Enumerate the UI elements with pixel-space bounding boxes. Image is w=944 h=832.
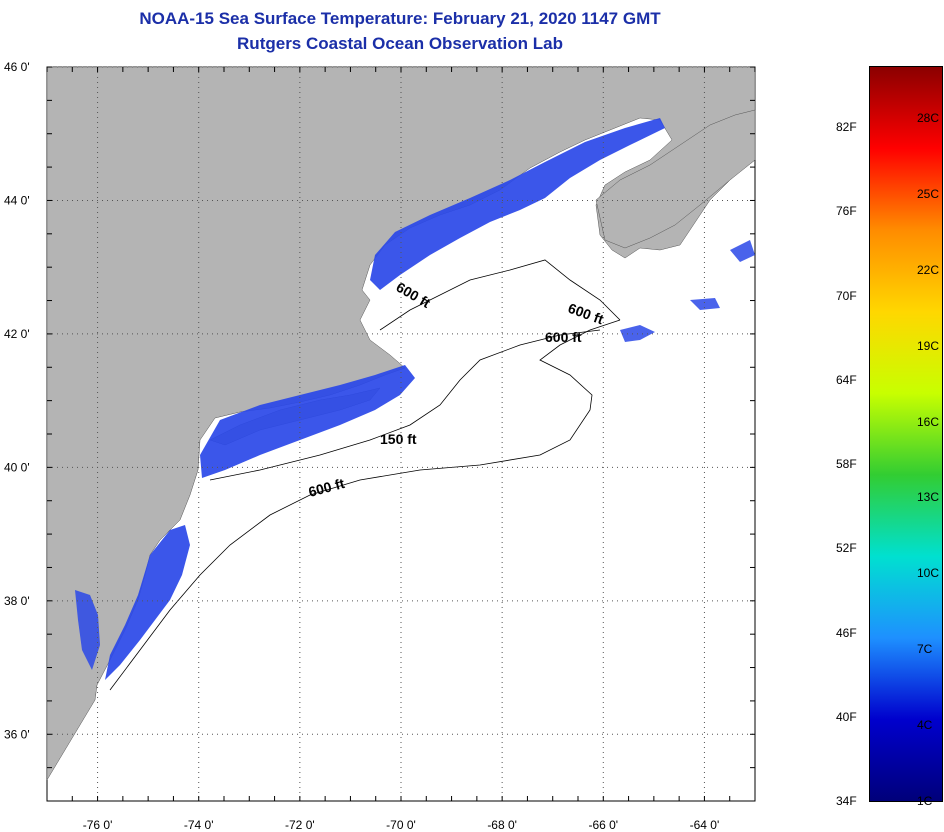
contour-label: 150 ft bbox=[380, 431, 417, 447]
southern-new-england-cold-water bbox=[200, 365, 415, 478]
lon-label: -74 0' bbox=[184, 818, 214, 832]
contour-600ft bbox=[109, 319, 621, 691]
lat-label: 38 0' bbox=[4, 594, 30, 608]
colorbar-fahrenheit-label: 58F bbox=[836, 457, 857, 471]
colorbar-fahrenheit-label: 34F bbox=[836, 794, 857, 808]
nova-scotia bbox=[595, 109, 756, 249]
colorbar-celsius-label: 19C bbox=[917, 338, 940, 353]
contour-label: 600 ft bbox=[545, 329, 582, 345]
mid-atlantic-cold-water bbox=[105, 525, 190, 680]
lon-label: -66 0' bbox=[588, 818, 618, 832]
colorbar-celsius-label: 13C bbox=[917, 490, 940, 505]
colorbar-celsius-label: 28C bbox=[917, 111, 940, 125]
tick-labels: 46 0' 44 0' 42 0' 40 0' 38 0' 36 0' -76 0' -74 … bbox=[4, 60, 719, 832]
lat-label: 36 0' bbox=[4, 727, 30, 741]
lon-label: -76 0' bbox=[83, 818, 113, 832]
colorbar-fahrenheit-label: 46F bbox=[836, 625, 857, 640]
colorbar-celsius-label: 22C bbox=[917, 262, 940, 277]
colorbar-fahrenheit-label: 70F bbox=[836, 288, 857, 303]
colorbar-fahrenheit-label: 52F bbox=[836, 541, 857, 556]
title-line-2: Rutgers Coastal Ocean Observation Lab bbox=[237, 34, 563, 53]
gulf-of-maine-cold-water bbox=[370, 118, 665, 290]
colorbar-celsius-label: 4C bbox=[917, 718, 933, 733]
lat-label: 44 0' bbox=[4, 193, 30, 207]
lon-label: -64 0' bbox=[690, 818, 720, 832]
scotian-shelf-patches bbox=[620, 240, 755, 342]
colorbar-celsius-label: 16C bbox=[917, 414, 940, 429]
colorbar-fahrenheit-label: 82F bbox=[836, 120, 857, 134]
lat-label: 42 0' bbox=[4, 327, 30, 341]
graticule bbox=[46, 66, 756, 802]
colorbar-fahrenheit-label: 76F bbox=[836, 204, 857, 219]
colorbar-fahrenheit-label: 64F bbox=[836, 372, 857, 387]
colorbar-celsius-label: 1C bbox=[917, 794, 933, 808]
chesapeake-cold-water bbox=[75, 590, 100, 670]
contour-150ft bbox=[209, 329, 601, 481]
lat-label: 40 0' bbox=[4, 460, 30, 474]
lon-label: -70 0' bbox=[386, 818, 416, 832]
colorbar-celsius-label: 10C bbox=[917, 566, 940, 581]
colorbar-celsius-label: 25C bbox=[917, 186, 940, 201]
lat-label: 46 0' bbox=[4, 60, 30, 74]
temperature-colorbar bbox=[869, 66, 943, 802]
title-line-1: NOAA-15 Sea Surface Temperature: Februar… bbox=[139, 9, 661, 28]
colorbar-fahrenheit-label: 40F bbox=[836, 709, 857, 724]
colorbar-celsius-label: 7C bbox=[917, 642, 933, 657]
contour-600ft-gulf bbox=[379, 259, 621, 331]
lon-label: -68 0' bbox=[487, 818, 517, 832]
lon-label: -72 0' bbox=[285, 818, 315, 832]
